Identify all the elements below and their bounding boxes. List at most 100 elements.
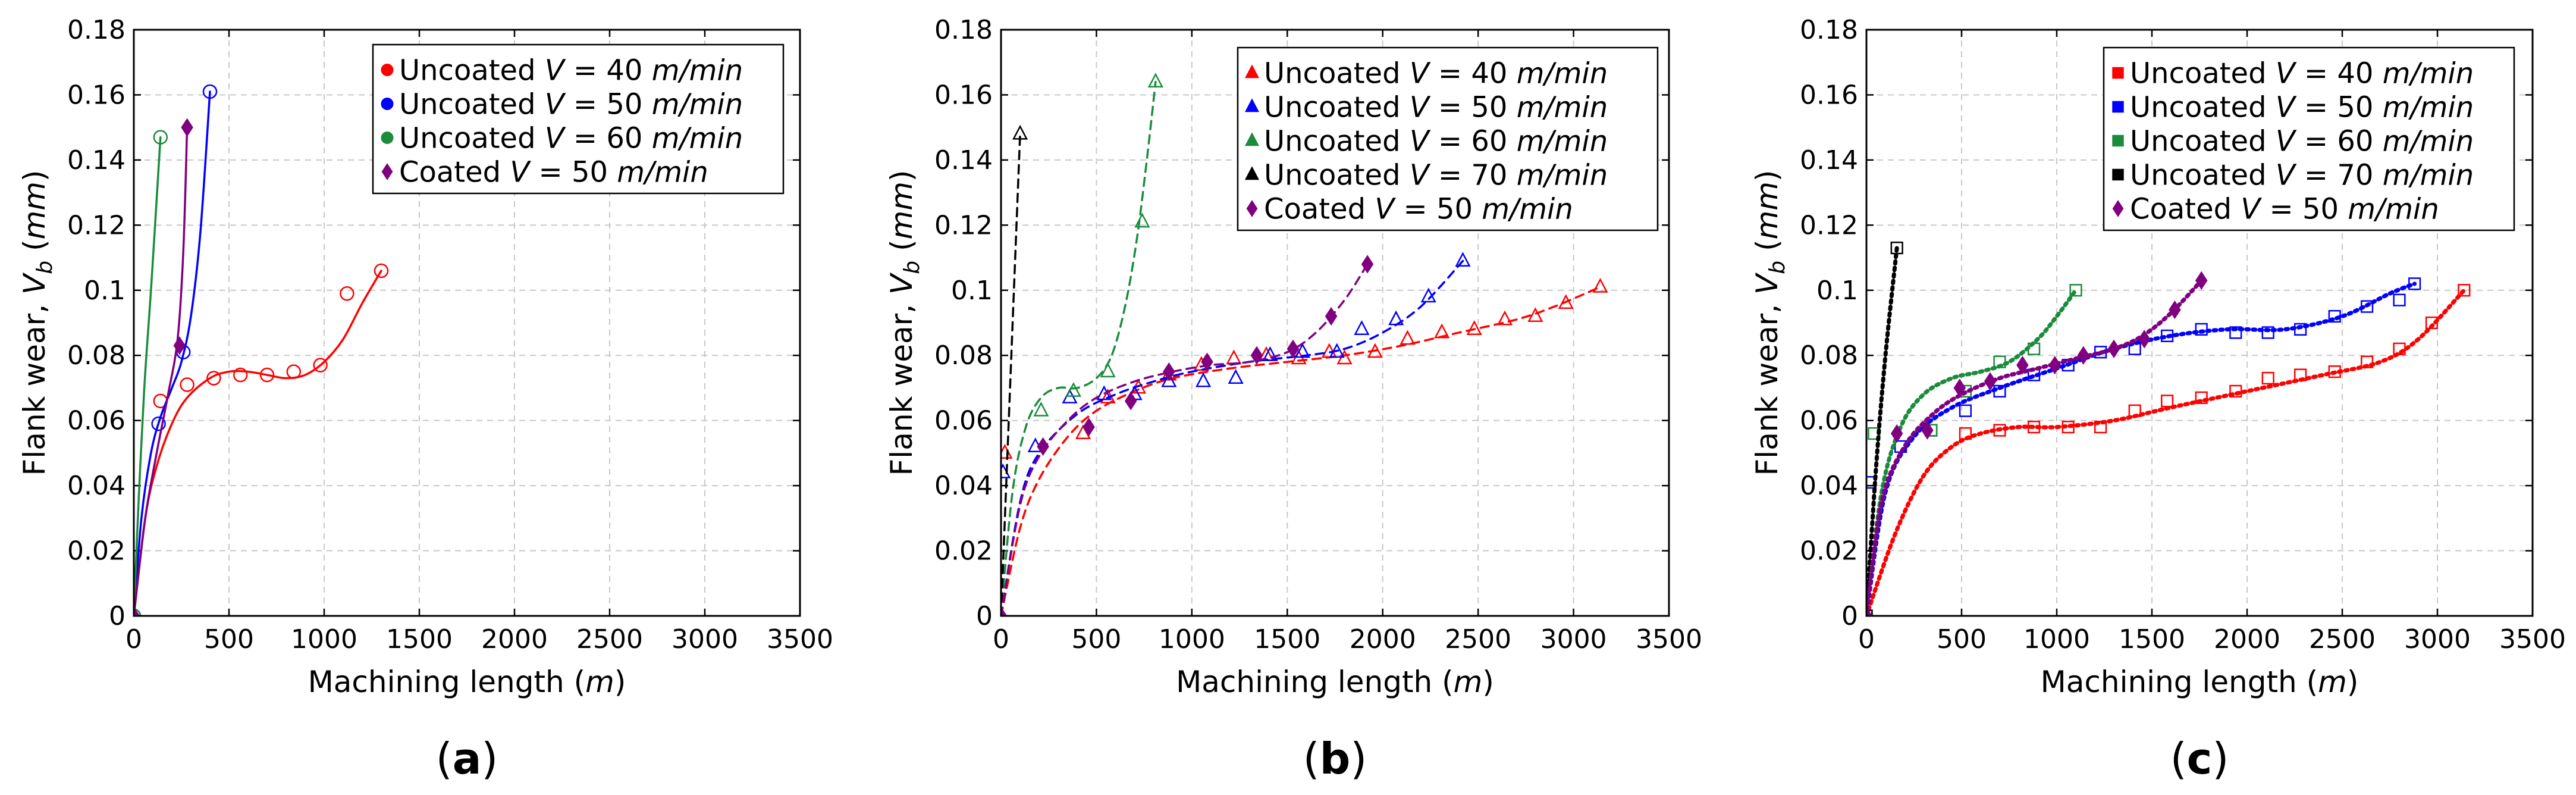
data-point [1361,255,1374,274]
series-line [134,270,382,616]
legend-marker [1244,98,1260,112]
y-tick-label: 0.14 [67,145,125,176]
data-point [2361,300,2374,313]
data-point [1228,369,1244,384]
legend-label: Uncoated V = 70 m/min [2130,159,2474,192]
y-tick-label: 0.06 [934,406,993,436]
series-c-3 [1866,242,1903,616]
x-tick-label: 1500 [1254,624,1320,655]
y-tick-label: 0.16 [1800,80,1858,110]
data-point [2161,395,2174,408]
x-tick-label: 1500 [2119,624,2185,655]
legend-marker [381,98,394,110]
data-point [2138,330,2151,349]
data-point [1993,384,2006,398]
legend-label: Uncoated V = 60 m/min [1264,125,1608,158]
y-tick-label: 0.16 [67,80,125,110]
legend-marker [2112,200,2124,217]
legend-label: Coated V = 50 m/min [2130,193,2439,226]
x-tick-label: 2500 [1445,624,1511,655]
y-tick-label: 0.18 [67,15,125,45]
x-tick-label: 1000 [291,624,357,655]
y-tick-label: 0 [1841,601,1858,631]
series-c-0 [1866,284,2471,616]
plot-frame [133,29,801,617]
legend-marker [1244,166,1260,180]
x-tick-label: 1000 [1159,624,1225,655]
x-tick-label: 500 [1937,624,1987,655]
y-tick-label: 0.04 [67,471,125,501]
data-point [1984,372,1997,391]
data-point [2294,368,2307,381]
data-point [2128,342,2141,355]
data-point [2195,271,2208,290]
data-point [233,367,248,383]
x-tick-label: 500 [204,624,254,655]
y-tick-label: 0.16 [934,80,993,110]
y-tick-label: 0.12 [67,210,125,240]
data-point [2128,404,2141,417]
data-point [1250,346,1263,365]
data-point [180,377,194,392]
x-axis-label: Machining length (m) [1176,665,1494,699]
legend-label: Uncoated V = 40 m/min [2130,57,2474,90]
data-point [1147,73,1163,88]
data-point [151,416,166,431]
data-point [1226,349,1242,365]
legend-marker [381,64,394,76]
y-tick-label: 0.18 [1800,15,1858,45]
data-point [313,358,328,373]
series-line [1001,133,1021,616]
series-line [134,136,162,616]
x-tick-label: 2000 [1350,624,1416,655]
x-tick-label: 0 [125,624,142,655]
y-tick-label: 0.04 [1800,471,1858,501]
data-point [2028,421,2041,434]
series-a-2 [134,130,168,616]
data-point [2195,323,2208,336]
data-point [1033,401,1049,417]
y-tick-label: 0.1 [951,276,993,306]
data-point [1001,606,1008,616]
series-line [134,90,211,616]
x-tick-label: 2000 [481,624,548,655]
data-point [2328,309,2341,323]
data-point [1434,323,1450,339]
data-point [206,371,221,386]
data-point [2169,300,2181,320]
data-point [1161,372,1177,387]
data-point [1455,252,1471,267]
x-tick-label: 3000 [2404,624,2471,655]
x-tick-label: 3000 [1540,624,1607,655]
data-point [2393,342,2406,355]
y-tick-label: 0.08 [67,340,125,371]
y-tick-label: 0.02 [1800,536,1858,566]
series-line [1001,263,1369,616]
x-tick-label: 2500 [2309,624,2376,655]
legend-marker [2112,101,2124,113]
series-b-3 [1001,124,1028,616]
x-tick-label: 3500 [2499,624,2566,655]
legend-marker [381,163,393,180]
x-tick-label: 3000 [672,624,738,655]
data-point [2161,329,2174,342]
y-axis-label: Flank wear, Vb (mm) [17,170,57,476]
series-line [1866,278,2204,616]
data-point [134,606,140,616]
y-tick-label: 0.1 [1816,276,1858,306]
series-line [134,126,189,616]
y-tick-label: 0.14 [1800,145,1858,176]
data-point [1496,310,1513,325]
data-point [259,367,275,383]
y-tick-label: 0 [109,601,125,631]
y-tick-label: 0.18 [934,15,993,45]
panel-caption: (c) [2170,734,2229,784]
data-point [2016,355,2029,375]
data-point [2028,342,2041,355]
y-tick-label: 0.02 [67,536,125,566]
data-point [1400,330,1416,345]
legend-marker [2112,134,2124,147]
panel-caption: (b) [1303,734,1367,784]
